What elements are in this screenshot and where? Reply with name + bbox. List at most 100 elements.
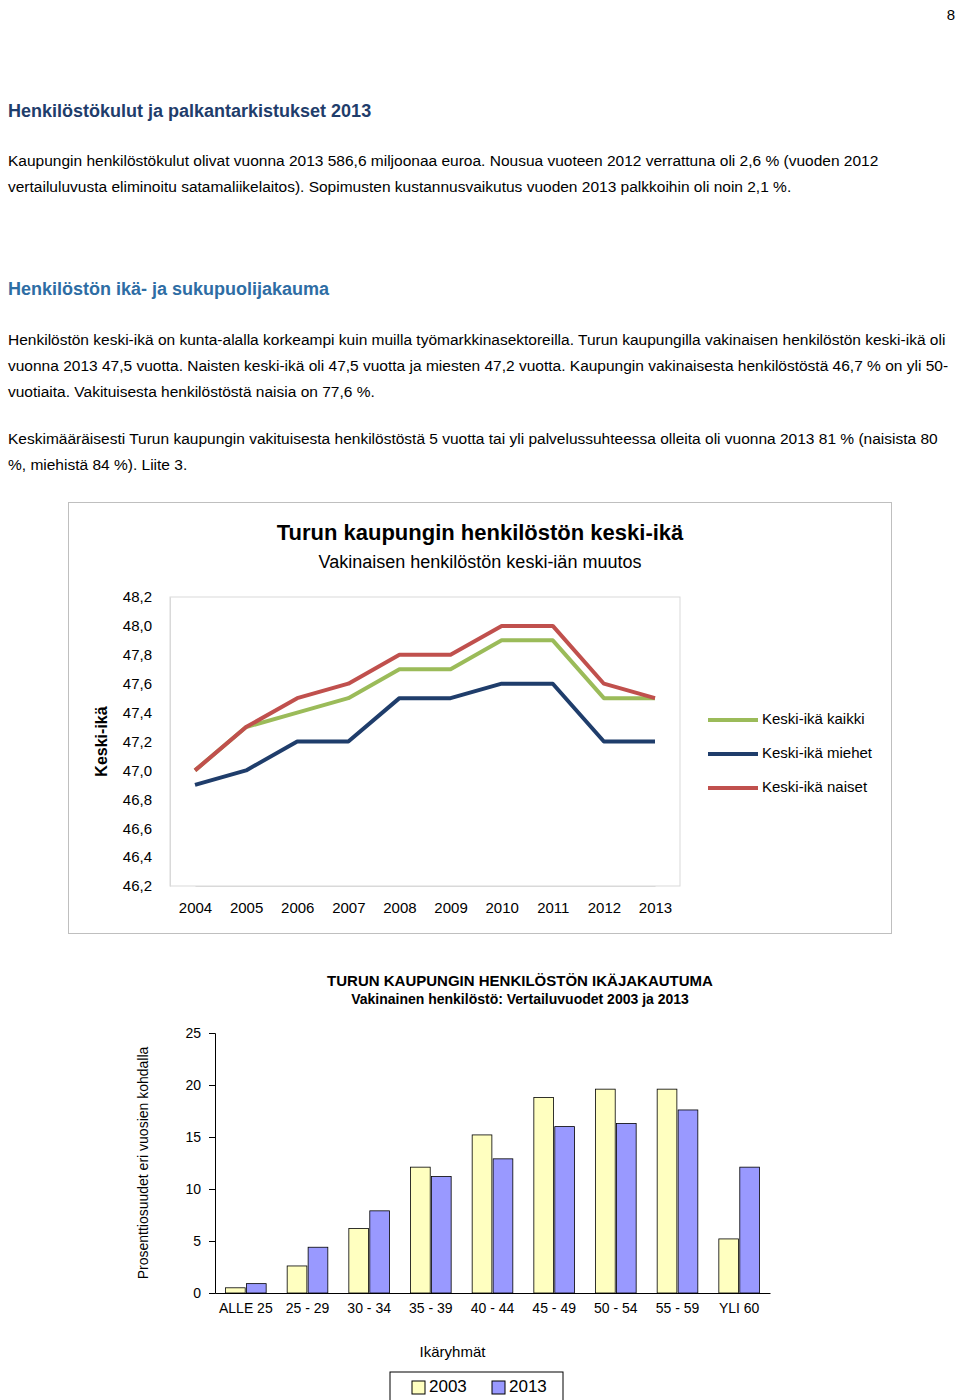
x-tick-label: 2006 <box>281 899 314 916</box>
x-tick: 45 - 49 <box>532 1293 576 1316</box>
legend: 2003 2013 <box>390 1372 563 1400</box>
legend-label: 2013 <box>509 1377 547 1396</box>
legend-swatch <box>708 718 758 722</box>
x-tick-label: 2012 <box>588 899 621 916</box>
x-tick-label: YLI 60 <box>719 1300 760 1316</box>
bar <box>287 1266 307 1293</box>
bar <box>246 1284 266 1293</box>
y-tick: 5 <box>193 1233 215 1249</box>
legend-label: 2003 <box>429 1377 467 1396</box>
x-tick: 2007 <box>332 886 365 916</box>
y-tick: 20 <box>185 1077 215 1093</box>
chart-subtitle: Vakinaisen henkilöstön keski-iän muutos <box>319 552 642 572</box>
x-tick-label: 25 - 29 <box>286 1300 330 1316</box>
x-axis: ALLE 25 25 - 29 30 - 34 35 - 39 40 - 44 45 - … <box>216 1293 771 1316</box>
chart-subtitle: Vakinainen henkilöstö: Vertailuvuodet 20… <box>351 991 689 1007</box>
y-tick-label: 25 <box>185 1025 201 1041</box>
x-tick-label: 30 - 34 <box>347 1300 391 1316</box>
legend-swatch <box>492 1381 505 1394</box>
x-tick-label: 2005 <box>230 899 263 916</box>
plot-marks <box>195 626 655 785</box>
legend-label: Keski-ikä naiset <box>762 778 868 795</box>
bar <box>657 1089 677 1293</box>
x-tick: 35 - 39 <box>409 1293 453 1316</box>
x-tick-label: 55 - 59 <box>656 1300 700 1316</box>
y-tick-mark <box>209 1085 215 1086</box>
x-tick: 55 - 59 <box>656 1293 700 1316</box>
y-tick-label: 48,2 <box>123 588 152 605</box>
bar <box>740 1167 760 1293</box>
y-axis-label: Prosenttiosuudet eri vuosien kohdalla <box>135 1046 151 1279</box>
y-tick-mark <box>209 1033 215 1034</box>
bar <box>431 1177 451 1293</box>
x-tick: 2008 <box>383 886 416 916</box>
y-axis: 0 5 10 15 20 25 <box>185 1025 215 1301</box>
chart-title: Turun kaupungin henkilöstön keski-ikä <box>277 520 684 545</box>
y-tick: 15 <box>185 1129 215 1145</box>
bar <box>616 1123 636 1293</box>
x-axis: 2004200520062007200820092010201120122013 <box>179 886 672 916</box>
legend: Keski-ikä kaikkiKeski-ikä miehetKeski-ik… <box>708 710 873 795</box>
chart-box <box>69 503 892 934</box>
heading: Henkilöstökulut ja palkantarkistukset 20… <box>8 98 948 124</box>
y-tick-label: 47,4 <box>123 704 152 721</box>
y-axis-line <box>209 1034 216 1294</box>
y-tick-label: 48,0 <box>123 617 152 634</box>
x-tick: 2013 <box>639 886 672 916</box>
x-tick: 2005 <box>230 886 263 916</box>
x-tick: 2012 <box>588 886 621 916</box>
y-tick: 47,4 <box>123 704 170 721</box>
y-axis-label: Keski-ikä <box>93 706 110 776</box>
y-tick: 47,6 <box>123 675 170 692</box>
y-tick-mark <box>209 1293 215 1294</box>
y-tick-label: 47,6 <box>123 675 152 692</box>
x-tick-label: 2004 <box>179 899 212 916</box>
bar <box>555 1127 575 1293</box>
line-series <box>195 626 655 771</box>
x-tick-label: 50 - 54 <box>594 1300 638 1316</box>
paragraph-2: Henkilöstön keski-ikä on kunta-alalla ko… <box>8 327 952 405</box>
legend-label: Keski-ikä kaikki <box>762 710 865 727</box>
x-tick-label: 45 - 49 <box>532 1300 576 1316</box>
bar <box>493 1159 513 1293</box>
x-tick-label: 2010 <box>485 899 518 916</box>
x-tick: 2006 <box>281 886 314 916</box>
y-tick-label: 46,8 <box>123 791 152 808</box>
y-tick-label: 47,8 <box>123 646 152 663</box>
y-tick-label: 15 <box>185 1129 201 1145</box>
paragraph-3: Keskimääräisesti Turun kaupungin vakitui… <box>8 426 952 478</box>
chart-line: Turun kaupungin henkilöstön keski-ikä Vak… <box>68 502 892 934</box>
x-tick: 2004 <box>179 886 212 916</box>
x-tick: 40 - 44 <box>471 1293 515 1316</box>
x-tick-label: 40 - 44 <box>471 1300 515 1316</box>
y-tick: 25 <box>185 1025 215 1041</box>
y-axis: 46,246,446,646,847,047,247,447,647,848,0… <box>123 588 171 894</box>
x-tick: ALLE 25 <box>219 1293 273 1316</box>
y-tick-label: 47,2 <box>123 733 152 750</box>
legend-swatch <box>708 752 758 756</box>
y-tick-label: 20 <box>185 1077 201 1093</box>
y-tick-label: 5 <box>193 1233 201 1249</box>
x-tick-label: 2008 <box>383 899 416 916</box>
bar <box>678 1110 698 1293</box>
x-tick-label: ALLE 25 <box>219 1300 273 1316</box>
legend-box <box>390 1372 563 1400</box>
y-tick: 46,2 <box>123 877 170 894</box>
line-series <box>195 640 655 770</box>
bar-series <box>226 1089 739 1293</box>
y-tick: 48,2 <box>123 588 170 605</box>
y-tick-label: 47,0 <box>123 762 152 779</box>
plot-area <box>170 597 680 886</box>
chart-title: TURUN KAUPUNGIN HENKILÖSTÖN IKÄJAKAUTUMA <box>327 972 713 989</box>
y-tick-label: 0 <box>193 1285 201 1301</box>
bar <box>411 1167 431 1293</box>
paragraph-1: Kaupungin henkilöstökulut olivat vuonna … <box>8 148 952 200</box>
y-tick-label: 10 <box>185 1181 201 1197</box>
x-tick: 2009 <box>434 886 467 916</box>
legend-swatch <box>412 1381 425 1394</box>
y-tick: 47,8 <box>123 646 170 663</box>
x-axis-line <box>196 886 656 887</box>
bar <box>596 1089 616 1293</box>
x-tick: 30 - 34 <box>347 1293 391 1316</box>
y-tick: 10 <box>185 1181 215 1197</box>
